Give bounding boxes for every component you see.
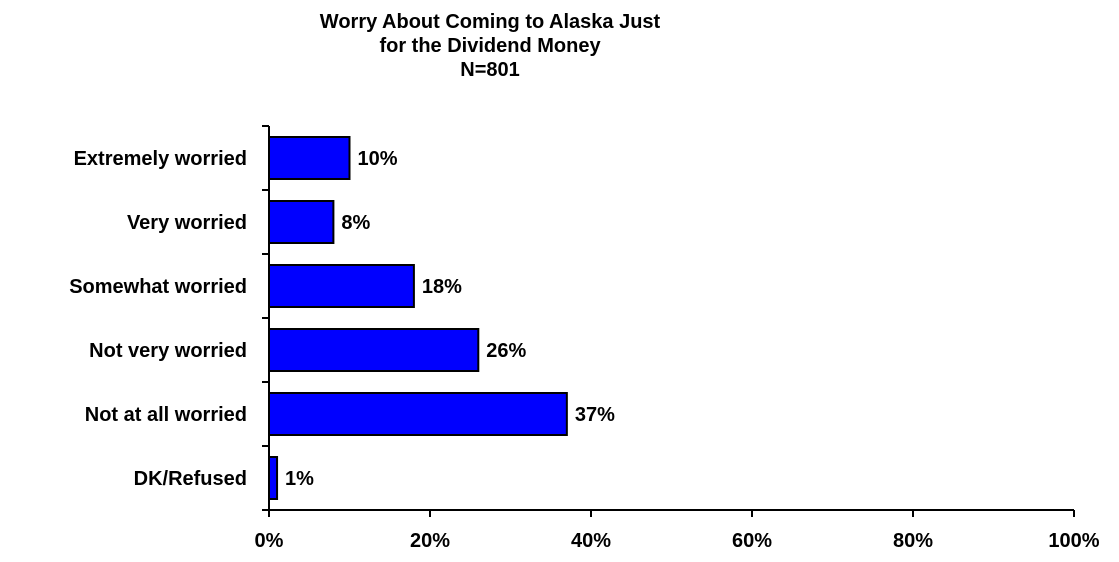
bar [268, 264, 415, 308]
bar-value-label: 10% [358, 148, 398, 170]
category-label: Extremely worried [74, 148, 247, 170]
category-label: Somewhat worried [69, 276, 247, 298]
x-tick-label: 80% [893, 530, 933, 552]
category-label: Not at all worried [85, 404, 247, 426]
x-tick-label: 40% [571, 530, 611, 552]
bar-value-label: 1% [285, 468, 314, 490]
bar-value-label: 8% [341, 212, 370, 234]
chart-title-line-1: Worry About Coming to Alaska Just [319, 11, 661, 33]
bar-value-label: 37% [575, 404, 615, 426]
bar [268, 200, 335, 244]
x-tick-label: 20% [410, 530, 450, 552]
category-label: Very worried [127, 212, 247, 234]
bar [268, 392, 568, 436]
bar-value-label: 26% [486, 340, 526, 362]
category-label: DK/Refused [134, 468, 247, 490]
chart-title: Worry About Coming to Alaska Just for th… [190, 10, 790, 82]
x-tick-label: 0% [255, 530, 284, 552]
bar-value-label: 18% [422, 276, 462, 298]
x-tick-label: 60% [732, 530, 772, 552]
bar [268, 456, 279, 500]
bar [268, 328, 480, 372]
bar [268, 136, 351, 180]
chart-title-line-2: for the Dividend Money [379, 35, 601, 57]
x-tick-label: 100% [1048, 530, 1099, 552]
chart-title-line-3: N=801 [460, 59, 520, 81]
category-label: Not very worried [89, 340, 247, 362]
